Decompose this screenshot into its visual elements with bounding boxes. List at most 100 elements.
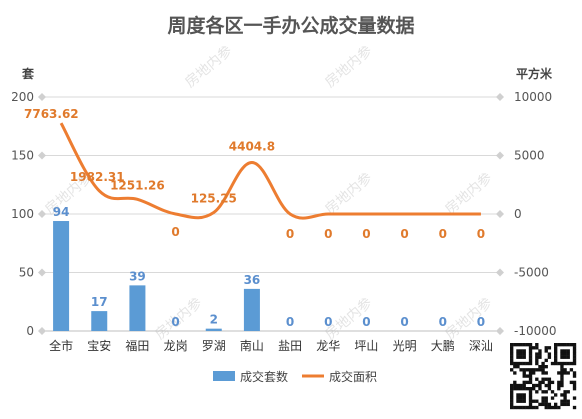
qr-module <box>569 380 574 385</box>
qr-module <box>528 402 533 407</box>
qr-module <box>572 405 577 410</box>
qr-module <box>532 383 536 388</box>
qr-module <box>563 399 567 403</box>
qr-module <box>572 374 577 378</box>
category-label: 罗湖 <box>202 338 226 353</box>
qr-module <box>572 383 577 388</box>
qr-module <box>522 352 526 356</box>
qr-module <box>557 383 561 388</box>
qr-module <box>544 377 548 381</box>
tick-marker <box>496 210 504 218</box>
qr-module <box>572 355 577 359</box>
qr-module <box>510 396 514 400</box>
left-axis-unit: 套 <box>21 66 35 81</box>
qr-module <box>563 393 567 397</box>
qr-module <box>519 352 523 356</box>
right-tick-label: 0 <box>514 207 522 221</box>
qr-module <box>513 387 517 391</box>
qr-module <box>563 355 567 359</box>
qr-module <box>516 405 520 410</box>
line-value-label: 0 <box>439 227 447 241</box>
qr-module <box>538 383 542 388</box>
qr-module <box>547 352 552 356</box>
qr-module <box>541 399 545 403</box>
qr-module <box>560 355 564 359</box>
qr-module <box>566 402 570 407</box>
qr-module <box>522 405 526 410</box>
qr-module <box>528 393 533 397</box>
qr-module <box>544 390 548 394</box>
line-value-label: 0 <box>286 227 294 241</box>
line-value-label: 0 <box>477 227 485 241</box>
left-tick-label: 50 <box>19 266 34 280</box>
bar-宝安 <box>91 311 108 331</box>
qr-module <box>557 380 561 385</box>
qr-module <box>563 361 567 366</box>
qr-module <box>516 399 520 403</box>
qr-module <box>510 343 514 347</box>
qr-module <box>510 399 514 403</box>
qr-module <box>550 390 555 394</box>
qr-module <box>538 349 542 353</box>
qr-module <box>522 387 526 391</box>
category-label: 南山 <box>240 338 264 353</box>
qr-module <box>510 349 514 353</box>
qr-module <box>522 396 526 400</box>
qr-module <box>554 393 558 397</box>
qr-module <box>566 343 570 347</box>
line-value-label: 125.25 <box>191 192 237 206</box>
qr-module <box>538 352 542 356</box>
qr-module <box>544 358 548 363</box>
qr-module <box>572 346 577 350</box>
qr-module <box>557 371 561 375</box>
qr-module <box>535 377 539 381</box>
qr-module <box>513 380 517 385</box>
qr-module <box>516 383 520 388</box>
category-label: 光明 <box>393 339 417 353</box>
qr-module <box>519 405 523 410</box>
qr-module <box>563 396 567 400</box>
qr-module <box>513 365 517 369</box>
right-tick-label: -5000 <box>514 266 549 280</box>
qr-module <box>554 361 558 366</box>
qr-module <box>563 352 567 356</box>
right-tick-label: 10000 <box>514 90 552 104</box>
legend-bar-label: 成交套数 <box>240 369 288 384</box>
qr-module <box>522 374 526 378</box>
bar-data-labels: 94 17 39 0 2 36 0 0 0 0 0 0 <box>53 205 485 329</box>
qr-module <box>528 349 533 353</box>
qr-module <box>528 405 533 410</box>
qr-module <box>541 365 545 369</box>
left-tick-label: 200 <box>11 90 34 104</box>
tick-marker <box>38 93 46 101</box>
qr-code-icon <box>508 341 578 411</box>
line-value-label: 0 <box>362 227 370 241</box>
line-value-label: 1251.26 <box>110 178 165 192</box>
qr-module <box>516 393 520 397</box>
qr-module <box>519 387 523 391</box>
qr-module <box>532 371 536 375</box>
qr-module <box>516 355 520 359</box>
qr-module <box>525 343 530 347</box>
qr-module <box>566 390 570 394</box>
qr-module <box>538 368 542 372</box>
qr-module <box>538 380 542 385</box>
qr-module <box>572 371 577 375</box>
qr-module <box>541 396 545 400</box>
qr-module <box>560 393 564 397</box>
qr-module <box>528 377 533 381</box>
qr-module <box>563 368 567 372</box>
qr-module <box>560 383 564 388</box>
left-tick-label: 100 <box>11 207 34 221</box>
qr-module <box>547 387 552 391</box>
qr-module <box>535 405 539 410</box>
qr-module <box>528 355 533 359</box>
qr-module <box>550 380 555 385</box>
qr-module <box>572 343 577 347</box>
qr-module <box>535 343 539 347</box>
qr-module <box>522 343 526 347</box>
legend-bar-swatch <box>213 371 235 381</box>
line-value-label: 0 <box>171 225 179 239</box>
qr-module <box>560 349 564 353</box>
